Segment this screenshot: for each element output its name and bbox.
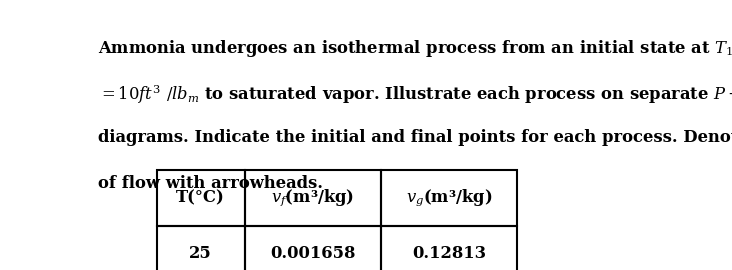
Text: 0.12813: 0.12813 [412, 245, 486, 262]
Text: $v_f$(m³/kg): $v_f$(m³/kg) [271, 187, 354, 208]
Text: 25: 25 [190, 245, 212, 262]
Text: 0.001658: 0.001658 [270, 245, 356, 262]
Text: T(°C): T(°C) [176, 189, 225, 206]
Text: $v_g$(m³/kg): $v_g$(m³/kg) [406, 187, 492, 208]
Text: $= 10ft^3$ $/lb_m$ to saturated vapor. Illustrate each process on separate $P - : $= 10ft^3$ $/lb_m$ to saturated vapor. I… [98, 83, 732, 106]
Text: of flow with arrowheads.: of flow with arrowheads. [98, 175, 324, 192]
Text: diagrams. Indicate the initial and final points for each process. Denote the dir: diagrams. Indicate the initial and final… [98, 129, 732, 146]
Text: Ammonia undergoes an isothermal process from an initial state at $T_1 = 83°$F an: Ammonia undergoes an isothermal process … [98, 38, 732, 59]
